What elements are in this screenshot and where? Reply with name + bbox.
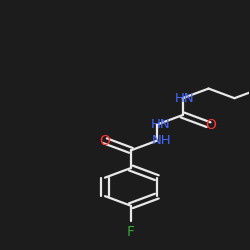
Text: O: O: [100, 134, 110, 148]
Text: HN: HN: [150, 118, 170, 131]
Text: HN: HN: [174, 92, 194, 105]
Text: F: F: [127, 226, 135, 239]
Text: NH: NH: [152, 134, 172, 147]
Text: O: O: [205, 118, 216, 132]
